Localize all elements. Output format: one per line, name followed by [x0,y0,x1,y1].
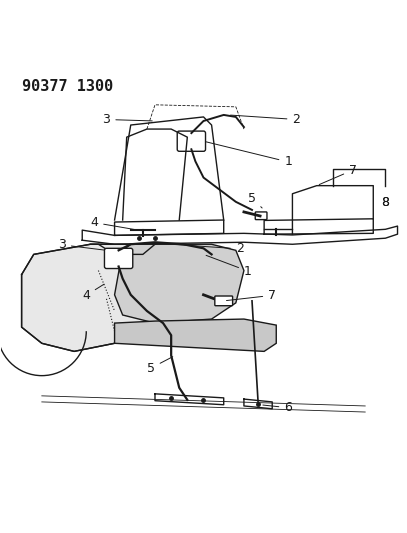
Text: 4: 4 [82,284,104,302]
Text: 2: 2 [230,113,300,126]
Text: 1: 1 [206,255,252,278]
Text: 3: 3 [58,238,104,252]
Text: 5: 5 [248,192,262,208]
Text: 8: 8 [381,196,389,209]
FancyBboxPatch shape [105,248,133,269]
Polygon shape [115,319,276,351]
FancyBboxPatch shape [215,296,233,306]
Text: 3: 3 [103,113,152,126]
Text: 7: 7 [226,289,276,302]
Text: 7: 7 [319,164,357,184]
Text: 4: 4 [90,216,140,230]
FancyBboxPatch shape [255,212,267,220]
Polygon shape [115,244,244,323]
FancyBboxPatch shape [177,131,206,151]
Text: 2: 2 [174,243,244,255]
Text: 6: 6 [263,401,292,414]
Text: 1: 1 [206,142,292,168]
Text: 5: 5 [147,357,173,375]
Text: 8: 8 [381,196,389,209]
Polygon shape [22,244,171,351]
Text: 90377 1300: 90377 1300 [22,78,113,93]
